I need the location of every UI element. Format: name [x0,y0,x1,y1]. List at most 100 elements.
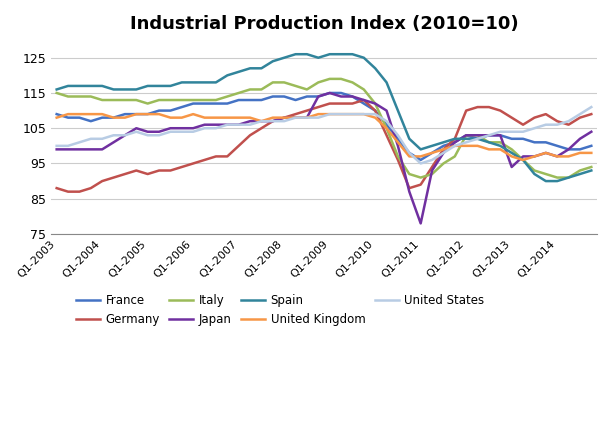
Spain [371,65,379,71]
Italy [292,83,299,89]
Germany [520,122,527,127]
United States [292,115,299,120]
United States [53,143,61,149]
Spain [417,147,424,152]
United Kingdom [99,111,106,117]
Italy [110,97,118,103]
United States [235,122,242,127]
Italy [133,97,140,103]
Germany [144,171,151,177]
Italy [451,154,458,159]
Japan [553,154,561,159]
Spain [99,83,106,89]
United Kingdom [190,111,197,117]
Italy [577,168,584,173]
Japan [280,115,288,120]
Spain [269,59,277,64]
France [166,108,174,113]
Italy [326,76,334,81]
Germany [531,115,538,120]
France [292,97,299,103]
Italy [337,76,345,81]
United Kingdom [121,115,129,120]
Japan [110,140,118,145]
Line: Italy: Italy [57,79,591,178]
United States [223,122,231,127]
Japan [235,122,242,127]
Japan [326,90,334,96]
United States [508,129,515,134]
France [87,118,94,124]
France [201,101,208,106]
France [417,157,424,162]
United Kingdom [463,143,470,149]
France [451,140,458,145]
Italy [99,97,106,103]
Italy [508,147,515,152]
Spain [247,65,254,71]
Japan [451,140,458,145]
Line: United States: United States [57,107,591,163]
Italy [485,140,493,145]
Germany [428,164,436,170]
United States [304,115,311,120]
Germany [417,182,424,187]
United States [542,122,550,127]
Spain [53,87,61,92]
Japan [383,108,390,113]
Italy [315,80,322,85]
Italy [371,101,379,106]
France [394,136,401,142]
Italy [406,171,413,177]
United States [110,133,118,138]
Germany [315,105,322,110]
United States [280,118,288,124]
Japan [440,150,447,156]
France [542,140,550,145]
United Kingdom [531,154,538,159]
Spain [315,55,322,61]
Germany [166,168,174,173]
Italy [76,94,83,99]
United Kingdom [417,154,424,159]
Italy [542,171,550,177]
Spain [76,83,83,89]
France [565,147,572,152]
United Kingdom [337,111,345,117]
France [577,147,584,152]
France [144,111,151,117]
Japan [394,143,401,149]
France [428,150,436,156]
United States [383,118,390,124]
Italy [280,80,288,85]
France [337,90,345,96]
United States [326,111,334,117]
Japan [247,118,254,124]
Spain [212,80,220,85]
United Kingdom [201,115,208,120]
United States [451,143,458,149]
Japan [166,125,174,131]
United States [360,111,367,117]
Germany [212,154,220,159]
Italy [87,94,94,99]
United Kingdom [223,115,231,120]
Germany [337,101,345,106]
United States [76,140,83,145]
Italy [496,140,504,145]
Spain [64,83,72,89]
Spain [531,171,538,177]
France [406,150,413,156]
Spain [565,175,572,180]
Spain [349,52,356,57]
Germany [269,118,277,124]
France [212,101,220,106]
United Kingdom [326,111,334,117]
United States [531,125,538,131]
Japan [133,125,140,131]
Spain [485,140,493,145]
Japan [428,168,436,173]
Spain [133,87,140,92]
France [520,136,527,142]
Japan [406,189,413,194]
